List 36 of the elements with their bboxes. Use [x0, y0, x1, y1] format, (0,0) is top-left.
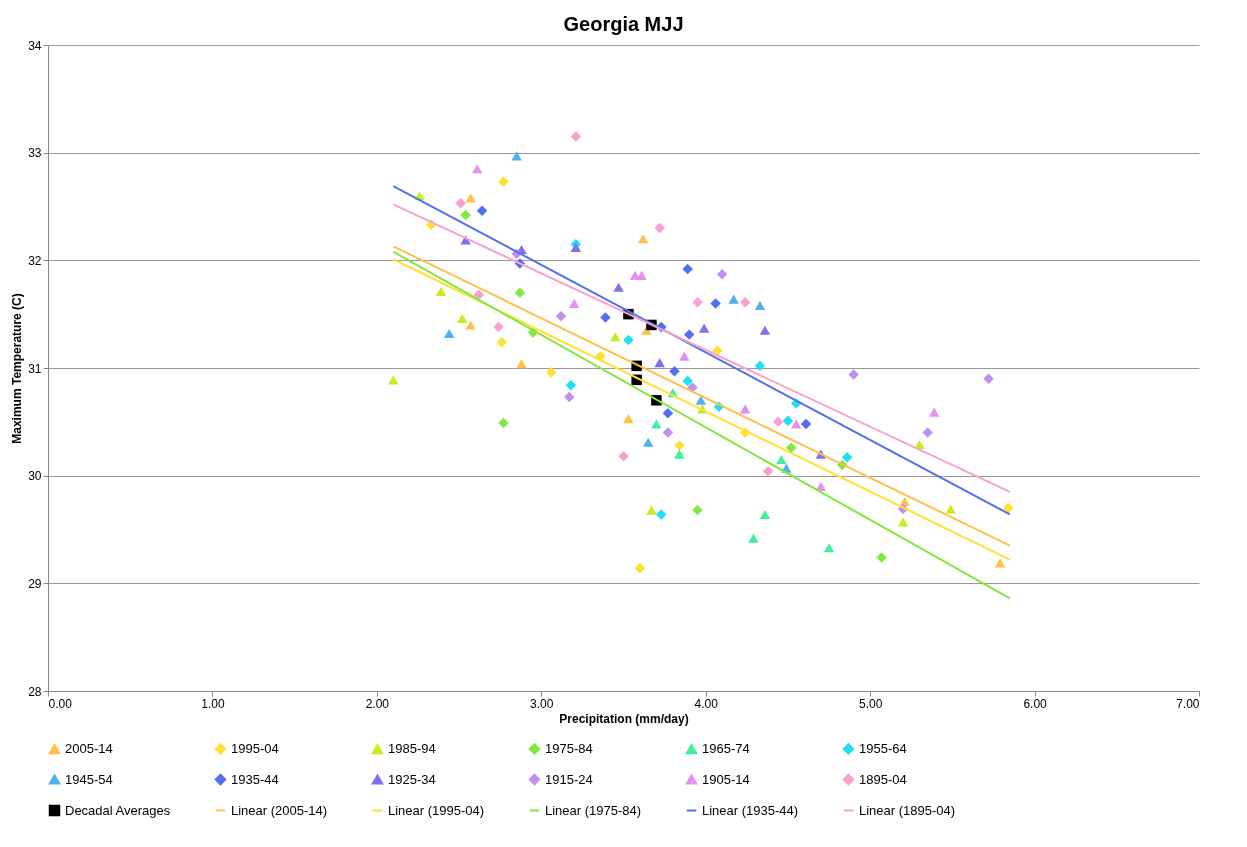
y-tick-label: 33 — [28, 146, 42, 161]
legend-label: 1925-34 — [388, 771, 436, 787]
legend-label: 1905-14 — [702, 771, 750, 787]
y-axis-title: Maximum Temperature (C) — [10, 293, 25, 444]
legend-label: 1995-04 — [231, 740, 279, 756]
x-tick-label: 1.00 — [201, 696, 225, 711]
legend-label: Decadal Averages — [65, 802, 171, 818]
y-tick-label: 28 — [28, 684, 42, 699]
x-tick-label: 7.00 — [1176, 696, 1200, 711]
legend-label: 1935-44 — [231, 771, 279, 787]
legend-label: Linear (2005-14) — [231, 802, 328, 818]
legend-label: 1975-84 — [545, 740, 593, 756]
chart-title: Georgia MJJ — [563, 13, 684, 35]
x-tick-label: 0.00 — [48, 696, 73, 711]
x-tick-label: 4.00 — [694, 696, 719, 711]
legend-label: 1955-64 — [859, 740, 907, 756]
y-tick-label: 29 — [28, 576, 42, 591]
x-tick-label: 3.00 — [530, 696, 554, 711]
y-tick-label: 32 — [28, 253, 42, 268]
y-tick-label: 34 — [28, 38, 42, 53]
legend-label: 1895-04 — [859, 771, 907, 787]
legend-label: Linear (1975-84) — [545, 802, 642, 818]
x-tick-label: 5.00 — [858, 696, 883, 711]
y-tick-label: 31 — [28, 361, 42, 376]
legend-label: 1945-54 — [65, 771, 113, 787]
x-axis-title: Precipitation (mm/day) — [559, 711, 689, 726]
legend-label: Linear (1895-04) — [859, 802, 956, 818]
legend-label: 1915-24 — [545, 771, 593, 787]
legend-label: 2005-14 — [65, 741, 113, 757]
x-tick-label: 2.00 — [365, 696, 390, 711]
y-tick-label: 30 — [28, 469, 42, 484]
x-tick-label: 6.00 — [1023, 696, 1048, 711]
legend-label: Linear (1995-04) — [388, 802, 485, 818]
legend-label: 1965-74 — [702, 741, 750, 757]
legend-label: Linear (1935-44) — [702, 802, 799, 818]
legend-label: 1985-94 — [388, 741, 436, 757]
